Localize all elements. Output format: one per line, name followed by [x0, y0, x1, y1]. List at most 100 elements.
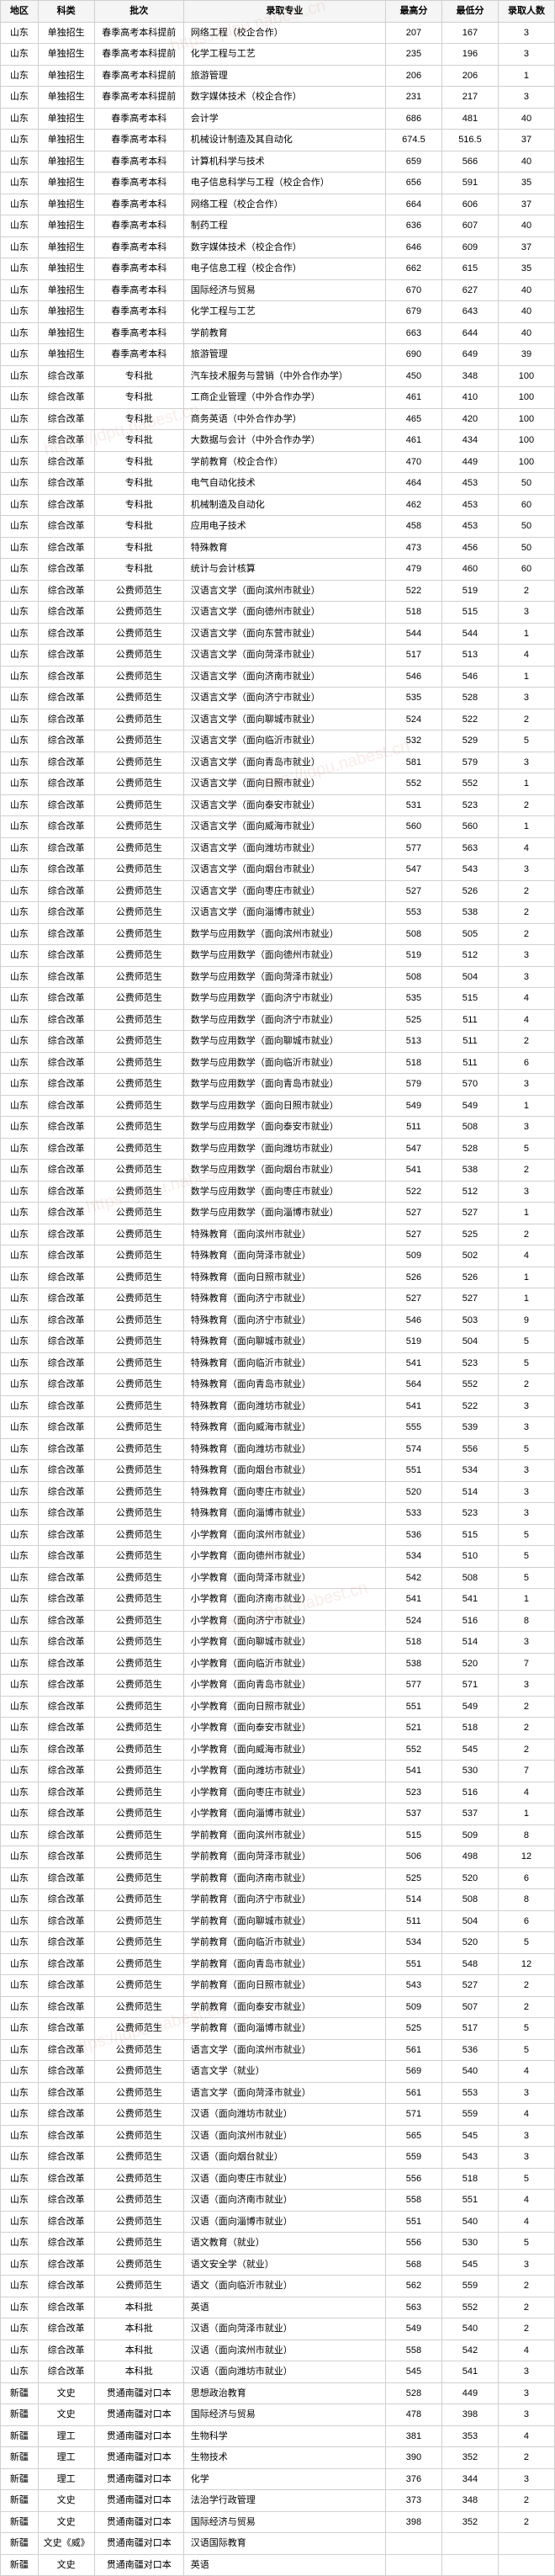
cell: 山东	[1, 730, 39, 752]
cell: 专科批	[94, 537, 183, 559]
cell: 561	[385, 2039, 441, 2061]
cell: 文史	[38, 2404, 94, 2426]
cell: 山东	[1, 108, 39, 130]
cell: 523	[441, 794, 498, 816]
cell: 516	[441, 1610, 498, 1632]
cell: 4	[498, 837, 554, 859]
cell: 汉语言文学（面向济南市就业）	[183, 666, 385, 688]
cell: 公费师范生	[94, 859, 183, 881]
cell: 60	[498, 559, 554, 581]
cell: 528	[441, 1138, 498, 1160]
cell: 综合改革	[38, 1395, 94, 1417]
table-row: 山东综合改革公费师范生数学与应用数学（面向济宁市就业）5355154	[1, 988, 555, 1010]
cell: 综合改革	[38, 365, 94, 387]
table-row: 山东综合改革公费师范生汉语言文学（面向滨州市就业）5225192	[1, 580, 555, 602]
cell: 综合改革	[38, 1481, 94, 1503]
table-row: 山东综合改革公费师范生汉语言文学（面向枣庄市就业）5275262	[1, 880, 555, 902]
cell: 山东	[1, 22, 39, 44]
cell: 2	[498, 1224, 554, 1246]
cell: 理工	[38, 2447, 94, 2469]
cell: 547	[385, 1138, 441, 1160]
table-row: 山东综合改革公费师范生特殊教育（面向威海市就业）5555393	[1, 1417, 555, 1439]
table-row: 山东单独招生春季高考本科会计学68648140	[1, 108, 555, 130]
cell: 563	[441, 837, 498, 859]
table-row: 新疆理工贯通南疆对口本生物科学3813534	[1, 2425, 555, 2447]
cell: 3	[498, 1395, 554, 1417]
cell: 352	[441, 2447, 498, 2469]
cell: 502	[441, 1246, 498, 1267]
cell: 单独招生	[38, 279, 94, 301]
cell: 526	[441, 880, 498, 902]
cell: 4	[498, 2061, 554, 2083]
cell: 529	[441, 730, 498, 752]
cell: 山东	[1, 173, 39, 194]
cell: 公费师范生	[94, 1203, 183, 1224]
cell: 公费师范生	[94, 623, 183, 645]
cell: 数学与应用数学（面向济宁市就业）	[183, 988, 385, 1010]
cell: 贯通南疆对口本	[94, 2468, 183, 2490]
cell: 综合改革	[38, 794, 94, 816]
table-row: 山东综合改革公费师范生数学与应用数学（面向日照市就业）5495491	[1, 1095, 555, 1117]
cell: 公费师范生	[94, 1395, 183, 1417]
cell: 606	[441, 194, 498, 215]
cell: 综合改革	[38, 773, 94, 795]
table-row: 山东综合改革公费师范生数学与应用数学（面向临沂市就业）5185116	[1, 1052, 555, 1074]
cell: 561	[385, 2082, 441, 2104]
cell: 7	[498, 1761, 554, 1782]
cell: 524	[385, 1610, 441, 1632]
cell: 449	[441, 451, 498, 473]
table-row: 山东综合改革公费师范生小学教育（面向威海市就业）5525452	[1, 1739, 555, 1761]
cell: 527	[385, 1203, 441, 1224]
cell: 545	[385, 2361, 441, 2383]
cell: 新疆	[1, 2533, 39, 2555]
cell: 549	[385, 1095, 441, 1117]
cell: 566	[441, 151, 498, 173]
cell: 春季高考本科	[94, 279, 183, 301]
cell: 536	[441, 2039, 498, 2061]
cell: 山东	[1, 1610, 39, 1632]
table-row: 山东综合改革公费师范生数学与应用数学（面向泰安市就业）5115083	[1, 1117, 555, 1139]
cell: 专科批	[94, 365, 183, 387]
cell: 525	[441, 1224, 498, 1246]
cell: 398	[385, 2511, 441, 2533]
cell: 综合改革	[38, 709, 94, 730]
cell: 山东	[1, 1181, 39, 1203]
cell: 汉语（面向滨州市就业）	[183, 2125, 385, 2147]
cell: 509	[441, 1824, 498, 1846]
cell: 5	[498, 1138, 554, 1160]
cell: 公费师范生	[94, 1675, 183, 1697]
cell: 207	[385, 22, 441, 44]
cell: 综合改革	[38, 1867, 94, 1889]
cell: 1	[498, 1267, 554, 1288]
cell: 570	[441, 1074, 498, 1096]
cell: 公费师范生	[94, 1589, 183, 1611]
cell: 综合改革	[38, 1632, 94, 1654]
cell: 综合改革	[38, 2082, 94, 2104]
cell: 615	[441, 258, 498, 280]
cell: 特殊教育（面向威海市就业）	[183, 1417, 385, 1439]
col-header: 录取专业	[183, 1, 385, 23]
cell: 549	[385, 2318, 441, 2340]
cell: 汽车技术服务与营销（中外合作办学）	[183, 365, 385, 387]
cell: 518	[385, 1052, 441, 1074]
cell: 新疆	[1, 2511, 39, 2533]
cell: 综合改革	[38, 1975, 94, 1997]
cell: 2	[498, 2511, 554, 2533]
cell: 春季高考本科	[94, 236, 183, 258]
cell: 2	[498, 1975, 554, 1997]
cell: 530	[441, 2233, 498, 2255]
table-row: 山东综合改革公费师范生汉语言文学（面向烟台市就业）5475433	[1, 859, 555, 881]
cell: 春季高考本科	[94, 344, 183, 366]
cell: 2	[498, 1739, 554, 1761]
cell: 专科批	[94, 430, 183, 452]
cell: 公费师范生	[94, 1524, 183, 1546]
cell: 546	[385, 1309, 441, 1331]
cell: 学前教育（面向济宁市就业）	[183, 1889, 385, 1911]
cell: 综合改革	[38, 1331, 94, 1353]
cell: 特殊教育（面向滨州市就业）	[183, 1224, 385, 1246]
table-row: 山东综合改革专科批机械制造及自动化46245360	[1, 494, 555, 516]
cell: 小学教育（面向聊城市就业）	[183, 1632, 385, 1654]
cell: 综合改革	[38, 2104, 94, 2126]
cell: 综合改革	[38, 2061, 94, 2083]
cell: 汉语国际教育	[183, 2533, 385, 2555]
